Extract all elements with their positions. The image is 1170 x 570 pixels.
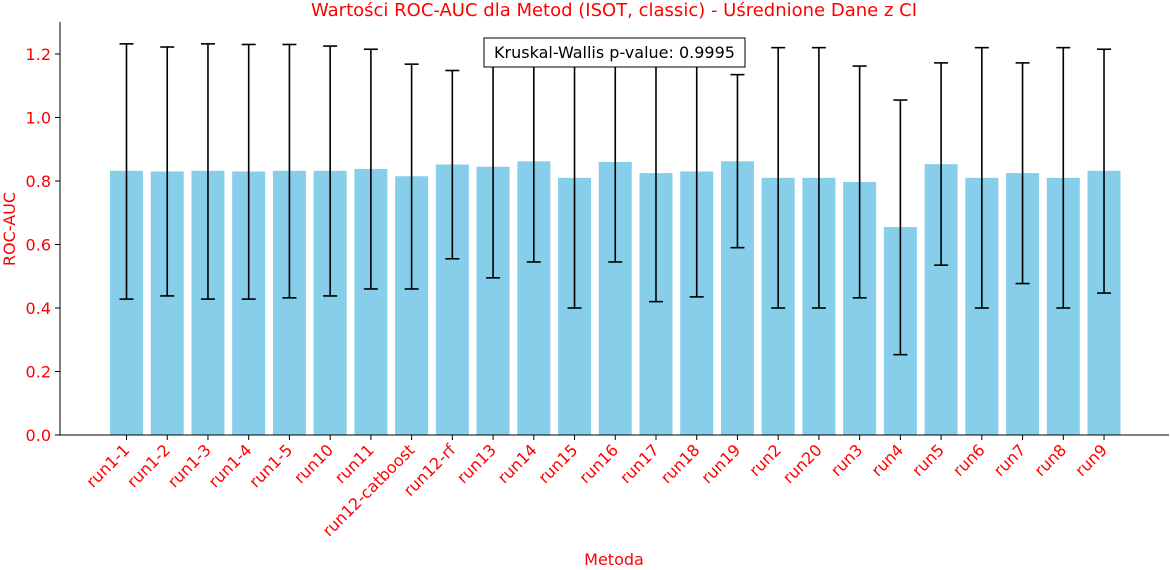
- annotation-text: Kruskal-Wallis p-value: 0.9995: [494, 43, 735, 62]
- bars: [110, 161, 1121, 436]
- error-bar-run1-1: [119, 43, 134, 300]
- x-tick-label: run13: [453, 440, 500, 487]
- x-tick-label: run5: [908, 440, 948, 480]
- x-tick-label: run1-5: [245, 440, 296, 491]
- error-bars: [119, 43, 1112, 356]
- x-tick-label: run4: [868, 440, 908, 480]
- error-bar-run1-3: [200, 43, 215, 300]
- x-tick-label: run1-2: [123, 440, 174, 491]
- x-ticks: run1-1run1-2run1-3run1-4run1-5run10run11…: [82, 435, 1111, 540]
- y-tick-label: 1.0: [26, 109, 51, 128]
- error-bar-run12-rf: [445, 69, 460, 260]
- y-axis-label: ROC-AUC: [0, 192, 19, 266]
- error-bar-run5: [934, 62, 949, 266]
- error-bar-run1-5: [282, 43, 297, 299]
- error-bar-run7: [1015, 62, 1030, 285]
- error-bar-run10: [323, 45, 338, 297]
- error-bar-run6: [974, 46, 989, 309]
- y-ticks: 0.0 0.2 0.4 0.6 0.8 1.0 1.2: [26, 45, 60, 445]
- x-tick-label: run19: [697, 440, 744, 487]
- error-bar-run2: [771, 46, 786, 309]
- x-tick-label: run14: [494, 440, 541, 487]
- x-tick-label: run3: [827, 440, 867, 480]
- annotation-frame: [483, 37, 746, 68]
- x-tick-label: run9: [1071, 440, 1111, 480]
- y-tick-label: 0.0: [26, 426, 51, 445]
- error-bar-run3: [852, 65, 867, 299]
- y-tick-label: 0.8: [26, 172, 51, 191]
- error-bar-run20: [811, 46, 826, 309]
- y-tick-label: 0.2: [26, 363, 51, 382]
- x-tick-label: run1-1: [82, 440, 133, 491]
- x-tick-label: run17: [616, 440, 663, 487]
- x-tick-label: run1-3: [164, 440, 215, 491]
- x-tick-label: run15: [535, 440, 582, 487]
- x-tick-label: run1-4: [205, 440, 256, 491]
- error-bar-run9: [1097, 48, 1112, 294]
- x-tick-label: run10: [290, 440, 337, 487]
- x-tick-label: run7: [990, 440, 1030, 480]
- error-bar-run19: [730, 73, 745, 249]
- error-bar-run1-4: [241, 43, 256, 300]
- error-bar-run11: [363, 48, 378, 290]
- x-tick-label: run16: [575, 440, 622, 487]
- x-tick-label: run18: [657, 440, 704, 487]
- chart-title: Wartości ROC-AUC dla Metod (ISOT, classi…: [311, 0, 917, 21]
- error-bar-run4: [893, 99, 908, 356]
- error-bar-run1-2: [160, 46, 175, 297]
- x-axis-label: Metoda: [584, 550, 644, 569]
- y-tick-label: 0.4: [26, 299, 51, 318]
- x-tick-label: run20: [779, 440, 826, 487]
- y-tick-label: 1.2: [26, 45, 51, 64]
- y-tick-label: 0.6: [26, 236, 51, 255]
- x-tick-label: run6: [949, 440, 989, 480]
- annotation-box: Kruskal-Wallis p-value: 0.9995: [483, 37, 746, 68]
- error-bar-run12-catboost: [404, 63, 419, 290]
- x-tick-label: run8: [1030, 440, 1070, 480]
- error-bar-run8: [1056, 46, 1071, 309]
